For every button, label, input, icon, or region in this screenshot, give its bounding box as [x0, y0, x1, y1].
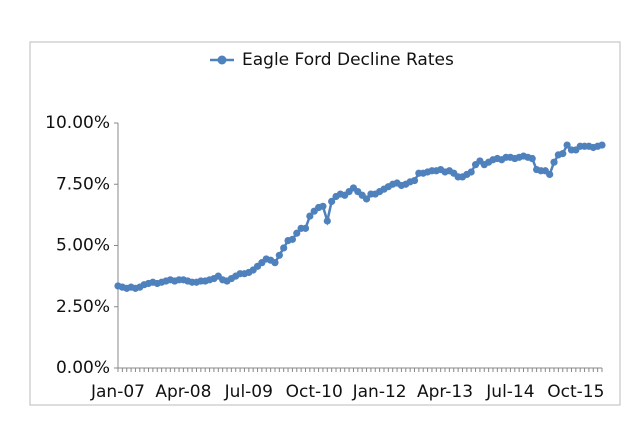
data-point	[563, 141, 571, 149]
x-tick-label: Jul-09	[224, 382, 273, 402]
x-tick-label: Apr-13	[417, 382, 473, 402]
y-tick-label: 2.50%	[56, 297, 110, 317]
data-point	[546, 170, 554, 179]
data-point	[328, 197, 336, 205]
y-tick-label: 0.00%	[56, 358, 110, 378]
data-point	[550, 158, 558, 166]
data-point	[467, 168, 475, 176]
data-point	[280, 244, 288, 252]
data-point	[559, 150, 567, 158]
x-tick-label: Oct-15	[547, 382, 604, 402]
y-tick-label: 7.50%	[56, 174, 110, 194]
data-point	[319, 202, 327, 210]
data-point	[410, 176, 419, 185]
data-point	[306, 212, 314, 220]
data-point	[323, 217, 331, 225]
data-point	[275, 251, 283, 259]
data-point	[362, 195, 371, 203]
data-point	[598, 141, 606, 149]
data-point	[528, 154, 536, 163]
data-point	[293, 229, 301, 237]
x-tick-label: Jan-07	[90, 382, 145, 402]
data-point	[301, 224, 310, 232]
x-tick-label: Jan-12	[352, 382, 407, 402]
legend-label: Eagle Ford Decline Rates	[242, 50, 454, 70]
x-tick-label: Oct-10	[286, 382, 343, 402]
data-point	[288, 235, 297, 243]
legend-marker	[217, 55, 227, 65]
data-point	[271, 259, 279, 267]
y-tick-label: 5.00%	[56, 236, 110, 256]
x-tick-label: Apr-08	[155, 382, 211, 402]
x-tick-label: Jul-14	[485, 382, 534, 402]
y-tick-label: 10.00%	[45, 113, 110, 133]
